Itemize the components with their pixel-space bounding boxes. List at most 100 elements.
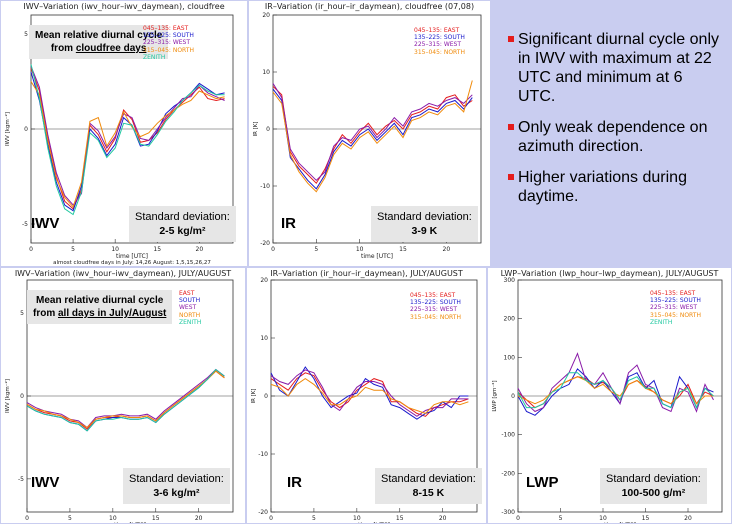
series-line	[272, 80, 473, 193]
legend-west: 225–315: WEST	[414, 41, 462, 49]
y-tick-label: 10	[260, 335, 268, 342]
legend-zenith: ZENITH	[179, 318, 202, 326]
legend-west: 225–315: WEST	[650, 304, 698, 312]
y-axis-label: IWV [kgm⁻²]	[4, 379, 11, 413]
legend: 045–135: EAST 135–225: SOUTH 225–315: WE…	[143, 25, 194, 61]
mean-line2-pre: from	[50, 43, 76, 54]
bullet-square-icon	[508, 36, 514, 42]
std-dev-box: Standard deviation: 8-15 K	[375, 468, 482, 504]
y-tick-label: -300	[501, 509, 515, 516]
series-line	[30, 81, 225, 208]
std-dev-value: 3-6 kg/m²	[153, 487, 200, 499]
series-line	[517, 352, 714, 413]
legend-north: 315–045: NORTH	[143, 46, 194, 54]
footer-note: almost cloudfree days in July: 14,26 Aug…	[53, 260, 211, 266]
y-tick-label: 100	[504, 354, 516, 361]
x-tick-label: 5	[312, 515, 316, 522]
legend-west: 225–315: WEST	[143, 39, 191, 47]
y-tick-label: -5	[18, 476, 24, 483]
series-line	[270, 372, 469, 417]
y-tick-label: 10	[262, 69, 270, 76]
chart-title: LWP–Variation (lwp_hour–lwp_daymean), JU…	[500, 269, 719, 278]
finding-text: Significant diurnal cycle only in IWV wi…	[518, 31, 719, 105]
y-tick-label: -100	[501, 432, 515, 439]
y-axis-label: IWV [kgm⁻²]	[4, 112, 11, 146]
y-tick-label: 0	[266, 126, 270, 133]
legend: EAST SOUTH WEST NORTH ZENITH	[179, 290, 201, 326]
chart-title: IR–Variation (ir_hour–ir_daymean), cloud…	[264, 2, 475, 11]
std-dev-label: Standard deviation:	[377, 211, 472, 223]
series-line	[30, 71, 225, 212]
finding-item: Only weak dependence on azimuth directio…	[508, 118, 720, 156]
x-tick-label: 10	[356, 246, 364, 253]
x-axis-label: time [UTC]	[116, 253, 148, 260]
series-line	[26, 368, 225, 432]
legend-east: EAST	[179, 290, 195, 297]
mean-line2-underlined: all days in July/August	[58, 308, 167, 319]
y-tick-label: 0	[511, 393, 515, 400]
y-tick-label: -5	[22, 221, 28, 228]
x-tick-label: 10	[353, 515, 361, 522]
x-tick-label: 15	[642, 515, 650, 522]
x-axis-label: time [UTC]	[358, 522, 390, 523]
y-tick-label: -20	[260, 240, 270, 247]
series-line	[30, 66, 225, 206]
legend-north: NORTH	[179, 311, 201, 319]
mean-cycle-box: Mean relative diurnal cycle from cloudfr…	[29, 25, 169, 59]
finding-text: Higher variations during daytime.	[518, 169, 687, 205]
y-axis-label: LWP [gm⁻²]	[491, 380, 498, 411]
y-tick-label: 20	[260, 277, 268, 284]
x-tick-label: 15	[153, 246, 161, 253]
series-line	[270, 366, 469, 420]
chart-panel-ir-julyaugust: IR–Variation (ir_hour–ir_daymean), JULY/…	[247, 268, 486, 523]
std-dev-box: Standard deviation: 100-500 g/m²	[600, 468, 707, 504]
findings-list: Significant diurnal cycle only in IWV wi…	[508, 30, 720, 218]
finding-text: Only weak dependence on azimuth directio…	[518, 119, 708, 155]
series-line	[26, 370, 225, 429]
legend-east: 045–135: EAST	[143, 25, 189, 32]
x-tick-label: 5	[71, 246, 75, 253]
legend-south: 135–225: SOUTH	[650, 297, 701, 305]
series-line	[26, 370, 225, 430]
legend-west: 225–315: WEST	[410, 306, 458, 314]
std-dev-box: Standard deviation: 3-9 K	[371, 206, 478, 242]
mean-cycle-box: Mean relative diurnal cycle from all day…	[27, 290, 173, 324]
x-tick-label: 20	[443, 246, 451, 253]
x-tick-label: 5	[559, 515, 563, 522]
legend-west: WEST	[179, 304, 197, 312]
legend-east: 045–135: EAST	[410, 292, 456, 299]
x-tick-label: 20	[439, 515, 447, 522]
bullet-square-icon	[508, 174, 514, 180]
legend-north: 315–045: NORTH	[410, 313, 461, 321]
series-line	[270, 377, 469, 414]
chart-panel-iwv-julyaugust: IWV–Variation (iwv_hour–iwv_daymean), JU…	[1, 268, 245, 523]
bullet-square-icon	[508, 124, 514, 130]
series-line	[272, 88, 473, 190]
series-line	[30, 68, 225, 210]
y-tick-label: -10	[260, 183, 270, 190]
x-tick-label: 5	[68, 515, 72, 522]
y-tick-label: 20	[262, 12, 270, 19]
chart-panel-ir-cloudfree: IR–Variation (ir_hour–ir_daymean), cloud…	[249, 1, 490, 266]
x-tick-label: 10	[111, 246, 119, 253]
y-tick-label: 5	[24, 31, 28, 38]
mean-line2-underlined: cloudfree days	[75, 43, 147, 54]
legend-east: 045–135: EAST	[650, 290, 696, 297]
x-tick-label: 20	[196, 246, 204, 253]
legend-east: 045–135: EAST	[414, 27, 460, 34]
x-tick-label: 15	[396, 515, 404, 522]
mean-line1: Mean relative diurnal cycle	[36, 295, 164, 306]
variable-label: IWV	[31, 215, 60, 232]
variable-label: IR	[287, 474, 302, 491]
variable-label: LWP	[526, 474, 559, 491]
std-dev-label: Standard deviation:	[381, 473, 476, 485]
mean-line1: Mean relative diurnal cycle	[35, 30, 163, 41]
chart-panel-iwv-cloudfree: IWV–Variation (iwv_hour–iwv_daymean), cl…	[1, 1, 247, 266]
chart-svg: 5 0 -5 0 5 10 15 20 time [UTC]almost cloudfree d…	[4, 14, 234, 266]
y-tick-label: 200	[504, 316, 516, 323]
series-line	[517, 372, 714, 409]
x-tick-label: 0	[29, 246, 33, 253]
y-axis-label: IR [K]	[253, 121, 259, 136]
